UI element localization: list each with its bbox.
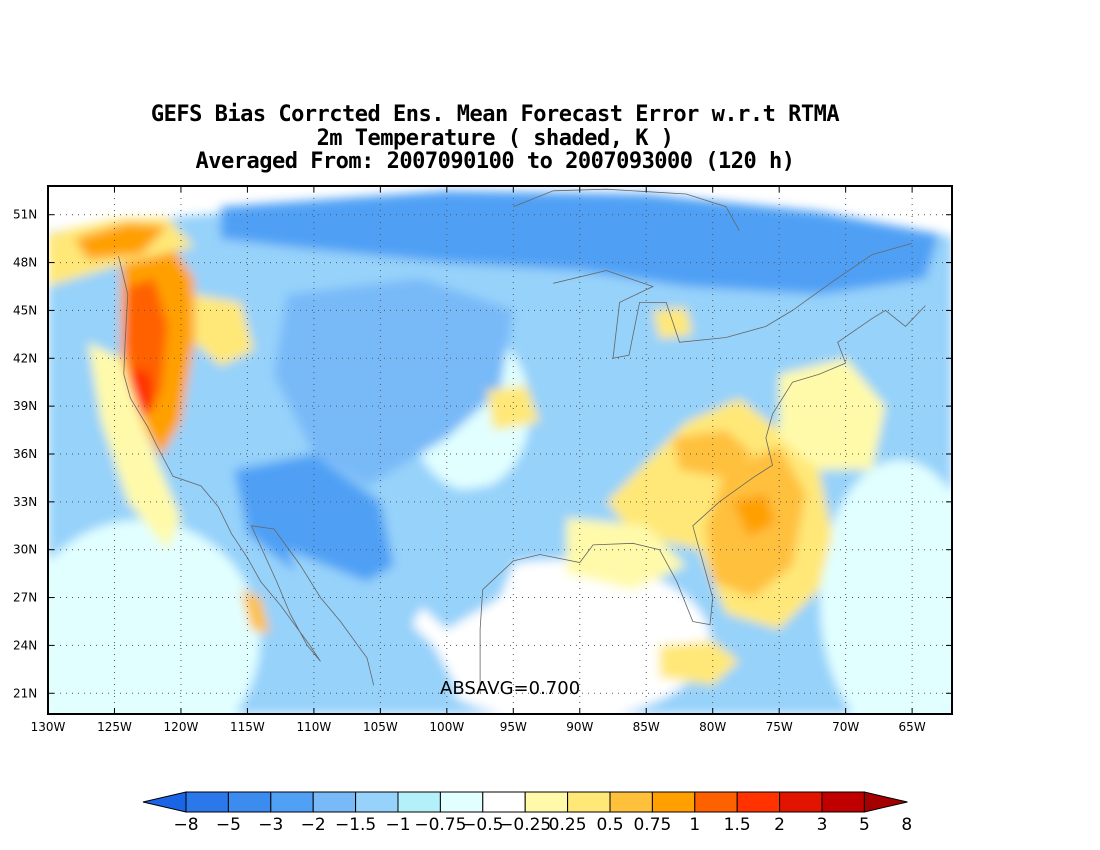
colorbar-label: −5 xyxy=(216,815,241,835)
lat-label: 45N xyxy=(13,303,37,317)
absavg-annotation: ABSAVG=0.700 xyxy=(440,678,580,699)
colorbar-label: −0.5 xyxy=(462,815,503,835)
lon-label: 120W xyxy=(164,720,199,734)
lon-label: 65W xyxy=(899,720,926,734)
colorbar-swatch xyxy=(270,791,314,813)
lon-label: 85W xyxy=(633,720,660,734)
region-tennessee-orange xyxy=(672,430,753,478)
colorbar-label: −1 xyxy=(385,815,410,835)
colorbar-label: 0.75 xyxy=(633,815,671,835)
region-baja-orange xyxy=(240,589,270,635)
colorbar-swatch xyxy=(482,791,526,813)
colorbar: −8 −5 −3 −2 −1.5 −1 −0.75−0.5−0.250.25 0.5 0.75 1… xyxy=(142,791,912,835)
colorbar-label: −8 xyxy=(173,815,198,835)
lat-label: 21N xyxy=(13,686,37,700)
colorbar-swatch xyxy=(694,791,738,813)
region-canada-blue xyxy=(220,190,939,295)
colorbar-label: 0.5 xyxy=(596,815,623,835)
colorbar-swatch xyxy=(439,791,484,813)
colorbar-swatch xyxy=(736,791,781,813)
lat-label: 30N xyxy=(13,543,37,557)
atlantic-light-field xyxy=(820,460,952,714)
region-carolinas-darkorange xyxy=(732,493,776,537)
region-southwest-blue xyxy=(234,454,394,598)
region-cuba-yellow xyxy=(659,640,740,686)
colorbar-swatch xyxy=(567,791,611,813)
colorbar-label: 5 xyxy=(859,815,870,835)
colorbar-swatch xyxy=(524,791,569,813)
colorbar-swatch xyxy=(651,791,696,813)
region-atlantic-yellow xyxy=(779,358,886,470)
colorbar-swatch xyxy=(609,791,653,813)
pacific-light-field xyxy=(48,520,260,714)
lat-label: 36N xyxy=(13,447,37,461)
title-line-1: GEFS Bias Corrcted Ens. Mean Forecast Er… xyxy=(150,102,840,127)
lat-label: 42N xyxy=(13,351,37,365)
colorbar-label: −0.75 xyxy=(414,815,466,835)
region-bc-orange xyxy=(74,222,168,260)
lat-label: 24N xyxy=(13,638,37,652)
colorbar-label: 8 xyxy=(901,815,912,835)
title-line-3: Averaged From: 2007090100 to 2007093000 … xyxy=(195,149,795,174)
colorbar-label: −0.25 xyxy=(499,815,551,835)
colorbar-left-arrow xyxy=(142,791,187,813)
lon-label: 110W xyxy=(296,720,331,734)
colorbar-swatch xyxy=(227,791,272,813)
title-line-2: 2m Temperature ( shaded, K ) xyxy=(316,126,674,151)
map-frame xyxy=(47,185,953,715)
region-great-lakes-lightblue xyxy=(526,278,713,391)
lon-label: 70W xyxy=(832,720,859,734)
lat-label: 48N xyxy=(13,256,37,270)
colorbar-swatch xyxy=(312,791,357,813)
lon-label: 125W xyxy=(97,720,132,734)
region-offshore-yellow xyxy=(87,342,181,550)
region-great-plains-lightblue xyxy=(274,278,514,486)
colorbar-swatch xyxy=(355,791,399,813)
colorbar-label: 2 xyxy=(774,815,785,835)
colorbar-swatch xyxy=(185,791,229,813)
lon-label: 95W xyxy=(500,720,527,734)
colorbar-label: −3 xyxy=(258,815,283,835)
region-idaho-yellow xyxy=(194,294,255,367)
region-texas-lightblue xyxy=(393,485,527,630)
lon-label: 100W xyxy=(429,720,464,734)
colorbar-label: 1.5 xyxy=(724,815,751,835)
colorbar-label: 3 xyxy=(817,815,828,835)
lat-label: 27N xyxy=(13,591,37,605)
colorbar-label: 0.25 xyxy=(549,815,587,835)
coastline-gulf-coast xyxy=(479,305,926,694)
coastline-great-lakes xyxy=(553,243,913,359)
lat-label: 33N xyxy=(13,495,37,509)
lon-label: 130W xyxy=(31,720,66,734)
lat-label: 51N xyxy=(13,208,37,222)
coastline-west-coast xyxy=(118,256,375,686)
lat-label: 39N xyxy=(13,399,37,413)
lon-label: 90W xyxy=(566,720,593,734)
lon-label: 75W xyxy=(766,720,793,734)
region-mexico-lightblue xyxy=(287,549,461,694)
colorbar-label: 1 xyxy=(689,815,700,835)
region-gulf-yellow xyxy=(566,517,687,590)
colorbar-right-arrow xyxy=(863,791,908,813)
colorbar-label: −1.5 xyxy=(335,815,376,835)
lon-label: 115W xyxy=(230,720,265,734)
region-nebraska-yellow xyxy=(486,385,540,431)
colorbar-swatch xyxy=(821,791,865,813)
colorbar-swatch xyxy=(397,791,441,813)
lon-label: 105W xyxy=(363,720,398,734)
colorbar-swatch xyxy=(779,791,823,813)
colorbar-label: −2 xyxy=(301,815,326,835)
lon-label: 80W xyxy=(699,720,726,734)
